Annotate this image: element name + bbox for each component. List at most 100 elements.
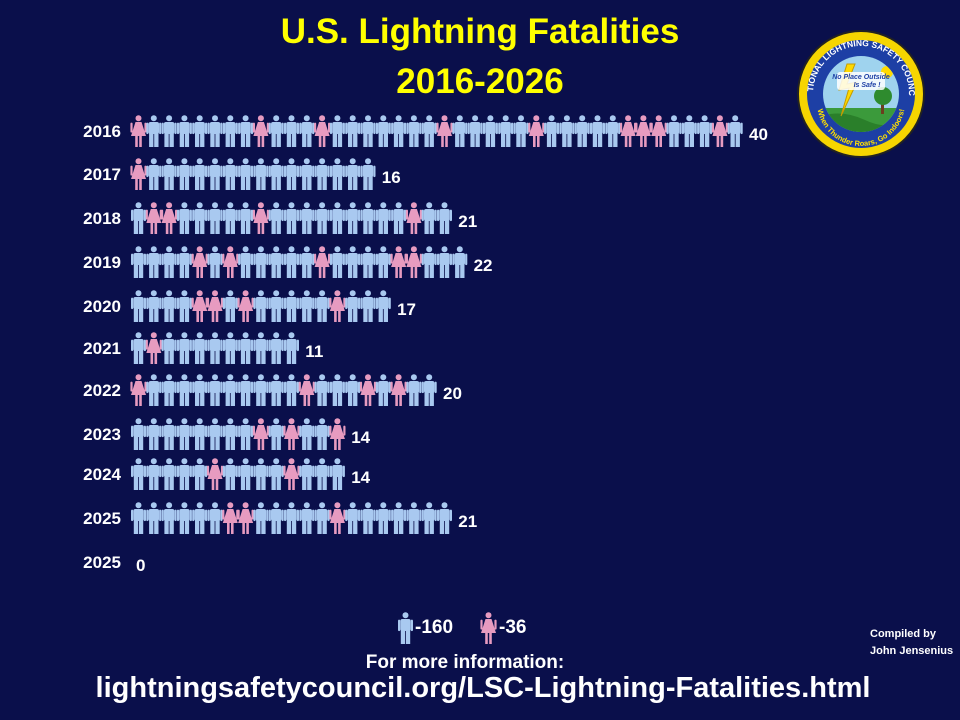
male-person-icon bbox=[253, 458, 269, 490]
male-person-icon bbox=[176, 158, 192, 190]
info-url[interactable]: lightningsafetycouncil.org/LSC-Lightning… bbox=[95, 672, 871, 704]
male-person-icon bbox=[345, 290, 361, 322]
male-person-icon bbox=[467, 115, 483, 147]
logo-slogan-1: No Place Outside bbox=[832, 74, 890, 81]
male-person-icon bbox=[207, 332, 223, 364]
male-person-icon bbox=[161, 374, 177, 406]
male-person-icon bbox=[360, 202, 376, 234]
male-person-icon bbox=[345, 202, 361, 234]
male-person-icon bbox=[681, 115, 697, 147]
male-person-icon bbox=[161, 246, 177, 278]
female-person-icon bbox=[206, 458, 224, 490]
female-person-icon bbox=[436, 115, 453, 147]
male-person-icon bbox=[329, 202, 345, 234]
male-person-icon bbox=[176, 374, 192, 406]
male-person-icon bbox=[238, 202, 254, 234]
male-person-icon bbox=[268, 458, 284, 490]
male-person-icon bbox=[222, 418, 238, 450]
legend-female: -36 bbox=[480, 612, 526, 644]
male-person-icon bbox=[161, 502, 177, 534]
male-person-icon bbox=[238, 115, 254, 147]
female-person-icon bbox=[329, 502, 346, 534]
male-person-icon bbox=[146, 374, 162, 406]
chart-row: 2023 14 bbox=[83, 418, 371, 450]
male-person-icon bbox=[131, 502, 146, 534]
chart-row: 2025 0 bbox=[83, 553, 145, 575]
male-person-icon bbox=[238, 458, 254, 490]
female-person-icon bbox=[390, 246, 407, 278]
male-person-icon bbox=[176, 246, 192, 278]
male-person-icon bbox=[452, 115, 468, 147]
data-label: 20 bbox=[443, 384, 462, 403]
male-person-icon bbox=[222, 115, 238, 147]
male-person-icon bbox=[192, 418, 208, 450]
male-person-icon bbox=[345, 158, 361, 190]
male-person-icon bbox=[268, 502, 284, 534]
male-person-icon bbox=[192, 202, 208, 234]
male-person-icon bbox=[268, 202, 284, 234]
male-person-icon bbox=[329, 158, 345, 190]
female-person-icon bbox=[191, 290, 208, 322]
male-person-icon bbox=[176, 202, 192, 234]
male-person-icon bbox=[176, 502, 192, 534]
male-person-icon bbox=[314, 202, 330, 234]
male-person-icon bbox=[253, 158, 269, 190]
male-person-icon bbox=[375, 246, 391, 278]
male-person-icon bbox=[329, 115, 345, 147]
male-person-icon bbox=[421, 246, 437, 278]
y-tick-label: 2016 bbox=[83, 122, 121, 141]
female-person-icon bbox=[298, 374, 315, 406]
male-person-icon bbox=[452, 246, 468, 278]
chart-row: 2020 17 bbox=[83, 290, 416, 322]
female-person-icon bbox=[314, 115, 331, 147]
male-person-icon bbox=[437, 202, 452, 234]
male-person-icon bbox=[207, 418, 223, 450]
male-person-icon bbox=[131, 458, 146, 490]
male-person-icon bbox=[176, 290, 192, 322]
male-person-icon bbox=[299, 246, 315, 278]
y-tick-label: 2024 bbox=[83, 465, 121, 484]
male-person-icon bbox=[268, 332, 284, 364]
data-label: 21 bbox=[458, 512, 477, 531]
male-person-icon bbox=[345, 115, 361, 147]
male-person-icon bbox=[131, 290, 146, 322]
male-person-icon bbox=[146, 458, 162, 490]
male-person-icon bbox=[421, 202, 437, 234]
male-person-icon bbox=[299, 158, 315, 190]
male-person-icon bbox=[222, 158, 238, 190]
male-person-icon bbox=[161, 115, 177, 147]
y-tick-label: 2017 bbox=[83, 165, 121, 184]
female-person-icon bbox=[130, 158, 147, 190]
male-person-icon bbox=[314, 418, 330, 450]
female-person-icon bbox=[329, 290, 346, 322]
chart-title: U.S. Lightning Fatalities bbox=[280, 12, 680, 51]
male-person-icon bbox=[666, 115, 682, 147]
male-person-icon bbox=[161, 332, 177, 364]
female-person-icon bbox=[283, 458, 300, 490]
male-person-icon bbox=[375, 290, 391, 322]
male-person-icon bbox=[222, 290, 238, 322]
male-person-icon bbox=[375, 202, 391, 234]
male-person-icon bbox=[437, 502, 452, 534]
data-label: 17 bbox=[397, 300, 416, 319]
male-person-icon bbox=[299, 115, 315, 147]
male-person-icon bbox=[314, 158, 330, 190]
male-person-icon bbox=[345, 374, 361, 406]
chart-row: 2021 11 bbox=[83, 332, 323, 364]
male-person-icon bbox=[161, 418, 177, 450]
male-person-icon bbox=[360, 502, 376, 534]
male-person-icon bbox=[498, 115, 514, 147]
female-person-icon bbox=[405, 246, 422, 278]
male-person-icon bbox=[406, 115, 422, 147]
male-person-icon bbox=[314, 374, 330, 406]
female-person-icon bbox=[130, 374, 147, 406]
male-person-icon bbox=[329, 374, 345, 406]
male-person-icon bbox=[299, 418, 315, 450]
y-tick-label: 2023 bbox=[83, 425, 121, 444]
male-person-icon bbox=[268, 374, 284, 406]
female-person-icon bbox=[314, 246, 331, 278]
male-person-icon bbox=[268, 246, 284, 278]
male-person-icon bbox=[146, 418, 162, 450]
male-person-icon bbox=[207, 374, 223, 406]
